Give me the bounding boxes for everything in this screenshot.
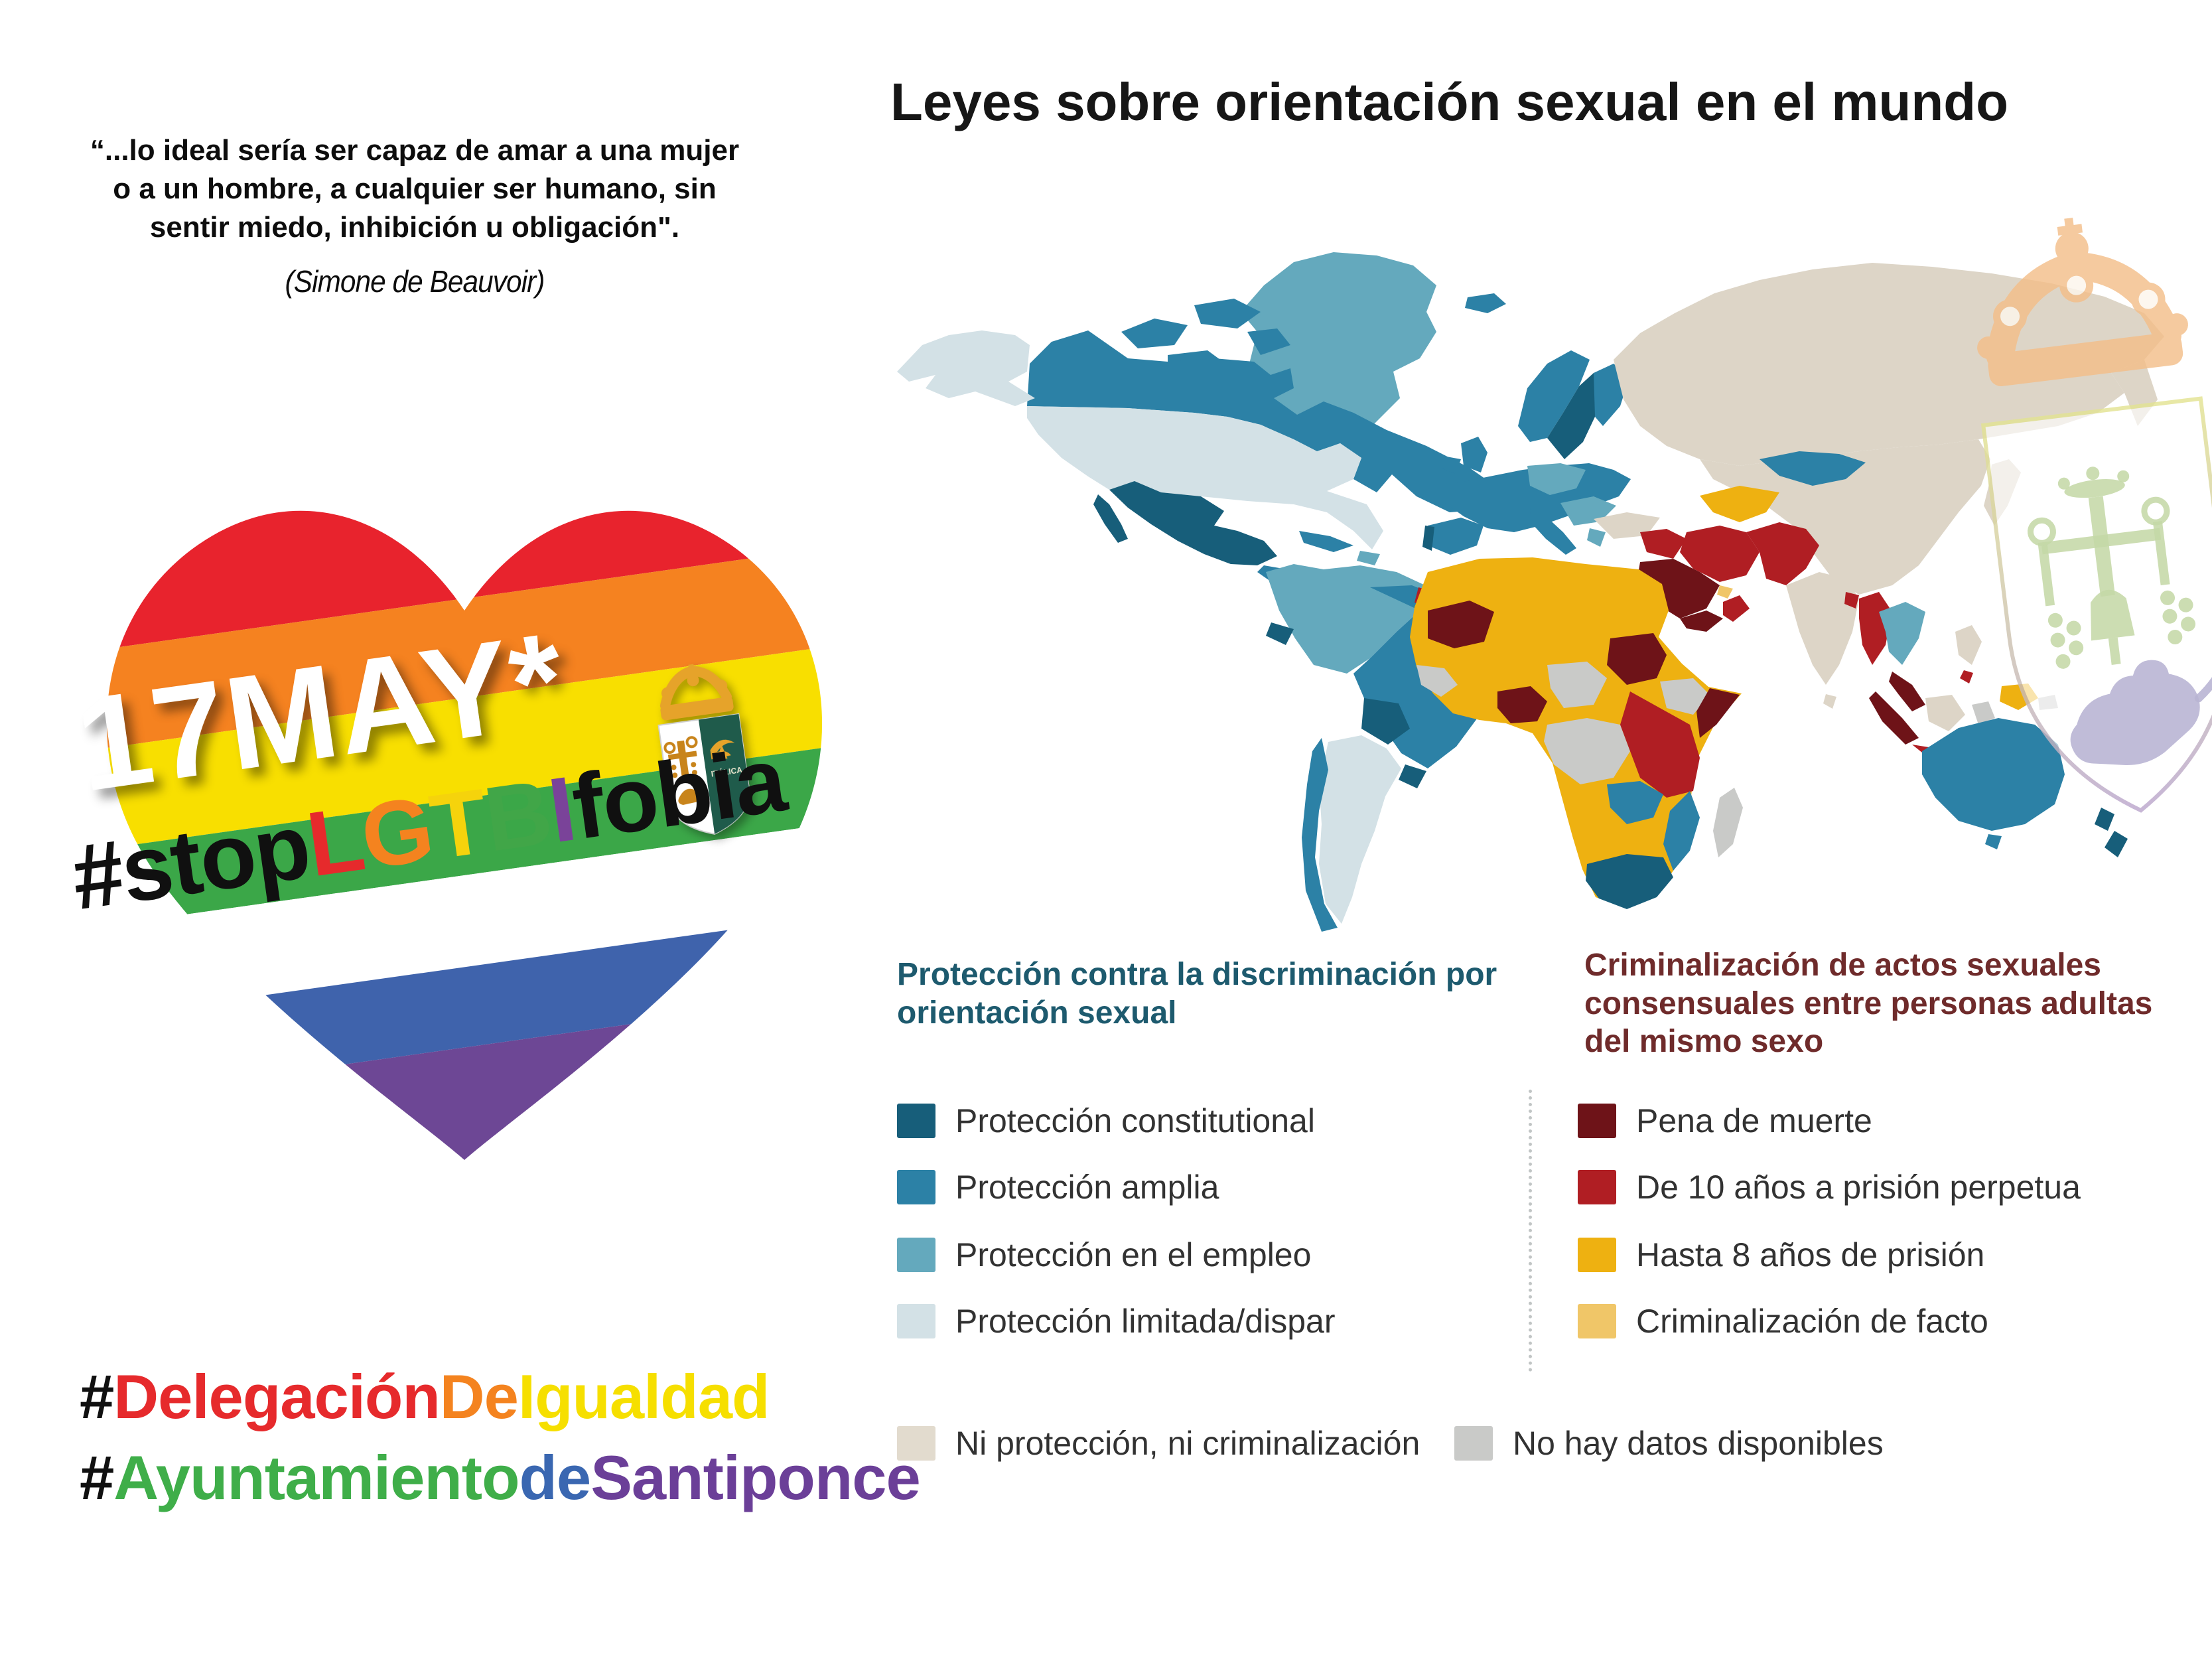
legend-swatch xyxy=(897,1426,935,1461)
legend-swatch xyxy=(1454,1426,1493,1461)
legend-swatch xyxy=(897,1104,935,1138)
map-oceania xyxy=(1922,684,2128,857)
legend-label: Protección limitada/dispar xyxy=(955,1303,1336,1340)
rainbow-heart xyxy=(33,392,896,1208)
hashtag-segment: # xyxy=(80,1443,114,1512)
legend-item: De 10 años a prisión perpetua xyxy=(1578,1168,2081,1206)
map-europe xyxy=(1422,293,1631,555)
footer-hashtags: #DelegaciónDeIgualdad #AyuntamientodeSan… xyxy=(80,1366,921,1509)
legend-label: Protección amplia xyxy=(955,1169,1219,1206)
legend-swatch xyxy=(1578,1304,1616,1338)
hashtag-delegacion: #DelegaciónDeIgualdad xyxy=(80,1366,920,1428)
legend-item: Protección limitada/dispar xyxy=(897,1302,1336,1340)
legend-label: Pena de muerte xyxy=(1636,1102,1872,1139)
quote-line: sentir miedo, inhibición u obligación". xyxy=(149,211,680,244)
quote-block: “...lo ideal sería ser capaz de amar a u… xyxy=(70,131,760,302)
legend-item: Hasta 8 años de prisión xyxy=(1578,1236,1984,1274)
legend-item: No hay datos disponibles xyxy=(1454,1424,1884,1463)
legend-item: Protección en el empleo xyxy=(897,1236,1311,1274)
legend-swatch xyxy=(897,1304,935,1338)
legend-item: Protección amplia xyxy=(897,1168,1219,1206)
hashtag-segment: De xyxy=(439,1362,519,1431)
watermark-crest xyxy=(1977,218,2212,813)
map-title: Leyes sobre orientación sexual en el mun… xyxy=(890,72,2008,131)
legend-item: Criminalización de facto xyxy=(1578,1302,1988,1340)
legend-label: No hay datos disponibles xyxy=(1513,1425,1884,1462)
hashtag-segment: Ayuntamiento xyxy=(113,1443,519,1512)
legend-swatch xyxy=(897,1170,935,1204)
santiponce-crest-icon: ITÁLICA xyxy=(657,664,750,835)
quote-attribution: (Simone de Beauvoir) xyxy=(285,264,545,299)
legend-label: De 10 años a prisión perpetua xyxy=(1636,1169,2081,1206)
legend-criminalization-heading: Criminalización de actos sexuales consen… xyxy=(1584,948,2153,1060)
legend-label: Hasta 8 años de prisión xyxy=(1636,1236,1985,1273)
hashtag-segment: de xyxy=(519,1443,592,1512)
legend-swatch xyxy=(1578,1104,1616,1138)
legend-swatch xyxy=(1578,1170,1616,1204)
hashtag-segment: Delegación xyxy=(113,1362,440,1431)
map-africa xyxy=(1410,557,1743,909)
map-north-america xyxy=(897,252,1503,591)
legend-label: Protección constitutional xyxy=(955,1102,1315,1139)
legend-divider xyxy=(1529,1090,1532,1372)
hashtag-segment: Igualdad xyxy=(518,1362,770,1431)
world-map xyxy=(897,218,2212,932)
rainbow-heart-graphic xyxy=(106,510,823,1160)
crest-caption: ITÁLICA xyxy=(711,764,743,778)
legend-protection-heading: Protección contra la discriminación por … xyxy=(897,957,1497,1031)
legend-item: Protección constitutional xyxy=(897,1102,1315,1140)
hashtag-ayuntamiento: #AyuntamientodeSantiponce xyxy=(80,1447,921,1509)
quote-line: o a un hombre, a cualquier ser humano, s… xyxy=(113,173,717,206)
legend-item: Pena de muerte xyxy=(1578,1102,1872,1140)
hashtag-segment: Santiponce xyxy=(590,1443,921,1512)
legend-swatch xyxy=(1578,1238,1616,1272)
legend-label: Protección en el empleo xyxy=(955,1236,1312,1273)
legend-label: Criminalización de facto xyxy=(1636,1303,1988,1340)
legend-swatch xyxy=(897,1238,935,1272)
hashtag-segment: # xyxy=(80,1362,114,1431)
quote-line: “...lo ideal sería ser capaz de amar a u… xyxy=(90,134,740,167)
legend-label: Ni protección, ni criminalización xyxy=(955,1425,1420,1462)
legend-item: Ni protección, ni criminalización xyxy=(897,1424,1420,1463)
